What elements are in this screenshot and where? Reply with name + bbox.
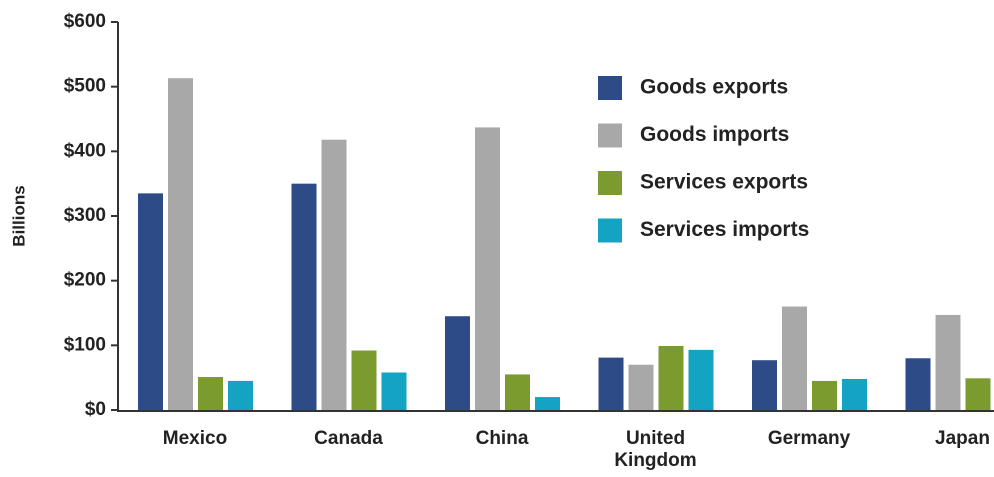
bar (321, 139, 347, 410)
bar (475, 127, 500, 410)
x-tick-label: Canada (314, 428, 383, 449)
legend-label: Goods imports (640, 123, 789, 146)
y-tick-label: $100 (64, 334, 106, 355)
y-tick-label: $400 (64, 140, 106, 161)
bar (782, 306, 807, 410)
y-tick-label: $300 (64, 205, 106, 226)
bar (598, 357, 624, 410)
bar (905, 358, 931, 410)
x-tick-label: Mexico (162, 428, 228, 449)
bar (628, 364, 654, 410)
bar (535, 397, 560, 410)
y-axis-label: Billions (9, 185, 28, 246)
x-tick-label: Japan (935, 428, 990, 449)
x-tick-label: Germany (767, 428, 851, 449)
bar (688, 349, 714, 410)
legend-label: Services imports (640, 218, 809, 241)
bar (445, 316, 470, 410)
bar (291, 183, 317, 410)
y-tick-label: $0 (85, 399, 106, 420)
bar (381, 372, 407, 410)
bar (752, 360, 777, 410)
bar (198, 377, 223, 410)
bar (351, 350, 377, 410)
bar (168, 78, 193, 410)
bar (935, 314, 961, 410)
legend-swatch (598, 218, 622, 243)
y-tick-label: $500 (64, 76, 106, 97)
legend-label: Services exports (640, 171, 808, 194)
bar (228, 380, 253, 410)
bar (812, 380, 837, 410)
legend-label: Goods exports (640, 76, 788, 99)
legend-swatch (598, 171, 622, 195)
bar (138, 193, 163, 410)
bar (658, 345, 684, 410)
x-tick-label: United Kingdom (614, 428, 697, 471)
x-tick-label: China (475, 428, 529, 449)
bar (842, 378, 867, 410)
legend-swatch (598, 76, 622, 100)
legend-swatch (598, 123, 622, 148)
bar (965, 378, 991, 410)
bar (505, 374, 530, 410)
y-tick-label: $600 (64, 11, 106, 32)
y-tick-label: $200 (64, 270, 106, 291)
